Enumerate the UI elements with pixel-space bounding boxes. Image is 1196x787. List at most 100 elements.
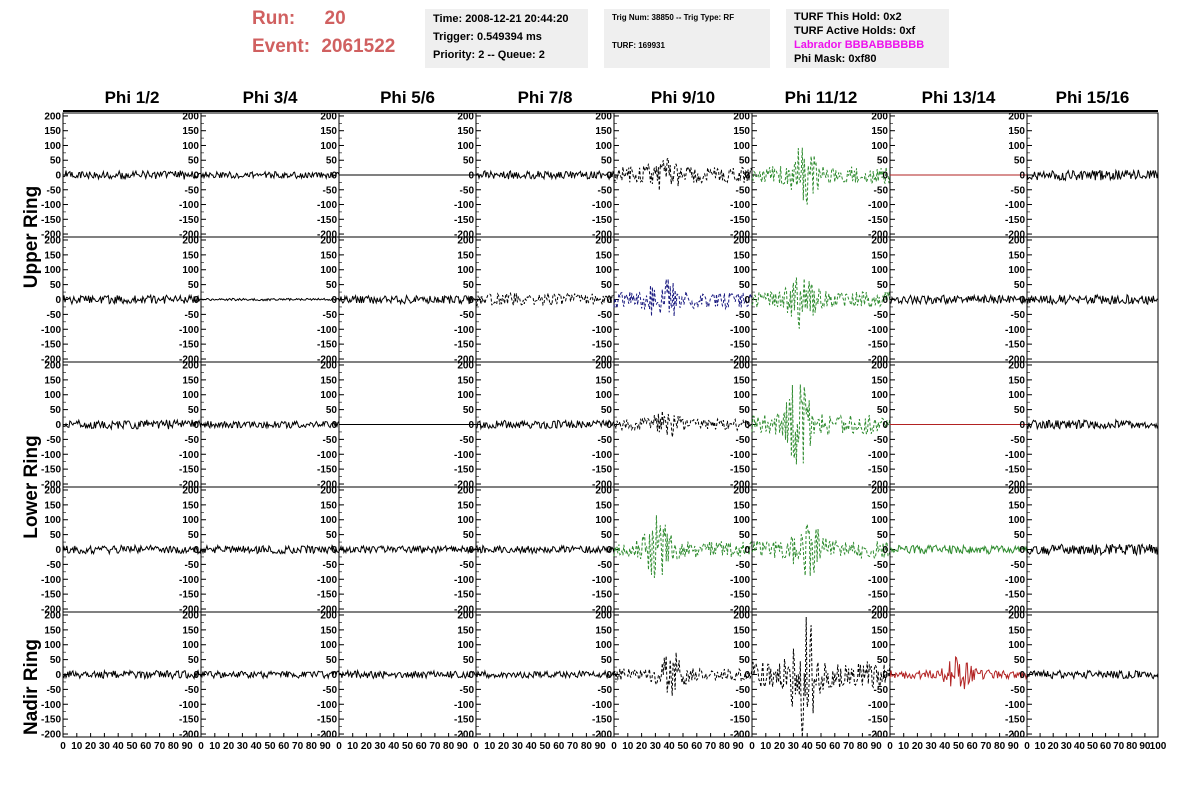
y-tick-label: -150	[868, 715, 888, 726]
waveform-trace	[200, 669, 340, 680]
y-tick-label: -200	[179, 355, 199, 366]
y-tick-label: 0	[882, 670, 888, 681]
y-tick-label: -200	[1005, 605, 1025, 616]
waveform-trace	[889, 543, 1028, 555]
y-tick-label: -100	[179, 700, 199, 711]
y-tick-label: -50	[1011, 560, 1026, 571]
y-tick-label: -150	[730, 465, 750, 476]
x-tick-label: 70	[154, 741, 166, 752]
y-tick-label: -50	[1011, 185, 1026, 196]
x-tick-label: 80	[1126, 741, 1138, 752]
y-tick-label: 50	[1014, 655, 1026, 666]
y-tick-label: 50	[188, 655, 200, 666]
y-tick-label: 0	[193, 670, 199, 681]
y-tick-label: 100	[595, 390, 612, 401]
phi-mask-text: Phi Mask: 0xf80	[794, 53, 877, 65]
y-tick-label: 100	[44, 390, 61, 401]
x-tick-label: 30	[1061, 741, 1073, 752]
y-tick-label: -150	[1005, 215, 1025, 226]
y-tick-label: -150	[317, 715, 337, 726]
y-tick-label: 150	[733, 625, 750, 636]
y-tick-label: -100	[868, 700, 888, 711]
y-tick-label: 150	[1008, 250, 1025, 261]
y-tick-label: 150	[182, 375, 199, 386]
waveform-trace	[889, 655, 1028, 690]
x-tick-label: 20	[223, 741, 235, 752]
waveform-trace	[751, 616, 891, 738]
y-tick-label: -200	[730, 480, 750, 491]
y-tick-label: 50	[601, 156, 613, 167]
x-tick-label: 90	[1139, 741, 1151, 752]
x-tick-label: 70	[567, 741, 579, 752]
y-tick-label: -200	[317, 605, 337, 616]
y-tick-label: 100	[733, 390, 750, 401]
y-tick-label: -200	[730, 355, 750, 366]
y-tick-label: -50	[185, 310, 200, 321]
event-line: Event: 2061522	[252, 36, 395, 58]
y-tick-label: -50	[185, 560, 200, 571]
y-tick-label: 100	[44, 515, 61, 526]
y-tick-label: 0	[468, 545, 474, 556]
y-tick-label: -150	[317, 340, 337, 351]
waveform-trace	[613, 410, 753, 438]
y-tick-label: 100	[1008, 265, 1025, 276]
x-tick-label: 40	[388, 741, 400, 752]
y-tick-label: 150	[1008, 126, 1025, 137]
x-tick-label: 40	[1074, 741, 1086, 752]
y-tick-label: 0	[331, 171, 337, 182]
y-tick-label: -50	[874, 685, 889, 696]
y-tick-label: 0	[744, 670, 750, 681]
y-tick-label: -150	[41, 340, 61, 351]
y-tick-label: -150	[868, 465, 888, 476]
waveform-trace	[200, 420, 340, 430]
y-tick-label: -200	[592, 230, 612, 241]
y-tick-label: -100	[1005, 450, 1025, 461]
x-tick-label: 10	[209, 741, 221, 752]
y-tick-label: -200	[317, 230, 337, 241]
x-tick-label: 60	[553, 741, 565, 752]
y-tick-label: 200	[1008, 610, 1025, 621]
x-tick-label: 60	[278, 741, 290, 752]
x-tick-label: 50	[264, 741, 276, 752]
x-tick-label: 80	[443, 741, 455, 752]
y-tick-label: 100	[1008, 640, 1025, 651]
x-tick-label: 40	[939, 741, 951, 752]
waveform-trace	[1026, 418, 1159, 431]
x-tick-label: 70	[843, 741, 855, 752]
y-tick-label: 0	[606, 670, 612, 681]
y-tick-label: 50	[1014, 156, 1026, 167]
x-tick-label: 90	[457, 741, 469, 752]
y-tick-label: 50	[1014, 280, 1026, 291]
y-tick-label: 200	[320, 610, 337, 621]
y-tick-label: 200	[457, 610, 474, 621]
y-tick-label: 50	[326, 655, 338, 666]
column-header: Phi 15/16	[1055, 88, 1130, 107]
waveform-trace	[613, 515, 753, 578]
y-tick-label: 0	[1019, 295, 1025, 306]
waveform-trace	[889, 293, 1028, 306]
priority-text: Priority: 2 -- Queue: 2	[433, 49, 545, 61]
y-tick-label: 100	[457, 515, 474, 526]
waveform-trace	[1026, 543, 1159, 557]
x-tick-label: 30	[237, 741, 249, 752]
x-tick-label: 0	[749, 741, 755, 752]
y-tick-label: -100	[317, 450, 337, 461]
y-tick-label: 0	[55, 545, 61, 556]
y-tick-label: 100	[320, 265, 337, 276]
x-tick-label: 20	[1048, 741, 1060, 752]
x-tick-label: 70	[705, 741, 717, 752]
y-tick-label: 150	[182, 500, 199, 511]
y-tick-label: 150	[733, 375, 750, 386]
column-header: Phi 3/4	[242, 88, 298, 107]
x-tick-label: 60	[1100, 741, 1112, 752]
y-tick-label: 50	[463, 530, 475, 541]
y-tick-label: 100	[320, 390, 337, 401]
y-tick-label: -200	[592, 480, 612, 491]
y-tick-label: -150	[868, 590, 888, 601]
y-tick-label: 150	[457, 250, 474, 261]
x-tick-label: 80	[168, 741, 180, 752]
waveform-trace	[475, 669, 615, 680]
waveform-trace	[1026, 668, 1159, 681]
y-tick-label: 200	[320, 360, 337, 371]
y-tick-label: -50	[874, 435, 889, 446]
